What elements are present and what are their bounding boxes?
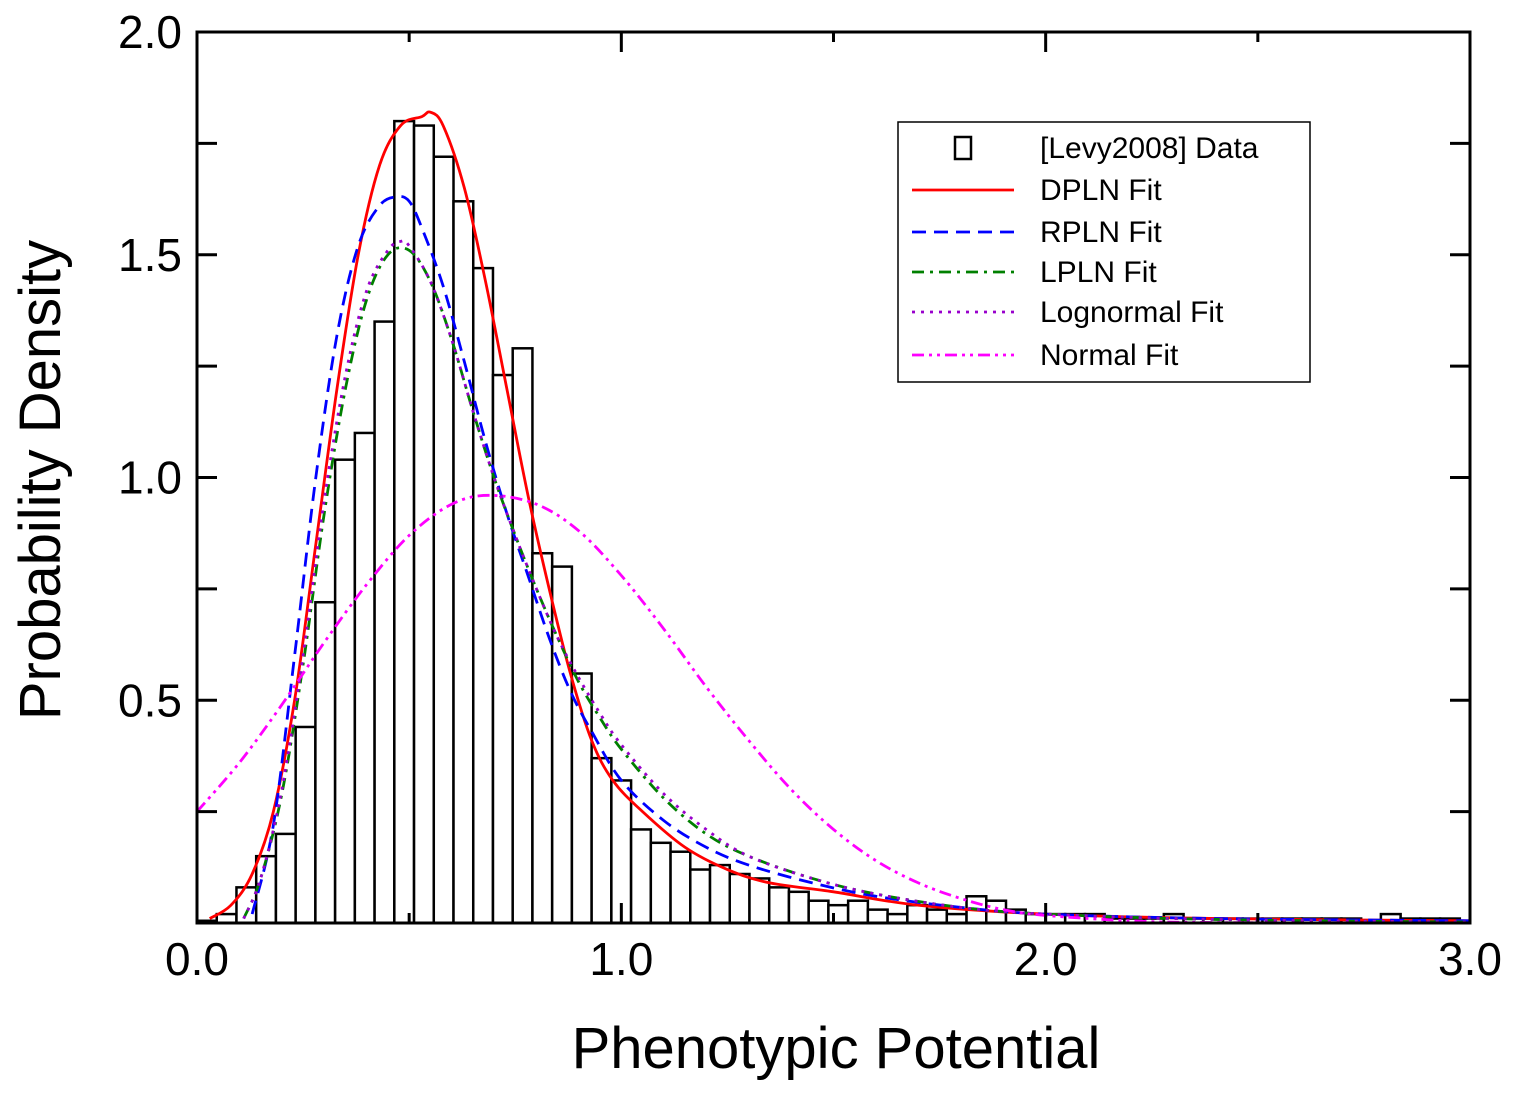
- x-tick-label: 2.0: [1014, 933, 1078, 985]
- histogram-bar: [491, 373, 514, 925]
- legend-label: [Levy2008] Data: [1040, 132, 1259, 165]
- y-tick-label: 1.0: [118, 452, 182, 504]
- histogram-bar: [373, 320, 396, 925]
- legend-items: [Levy2008] Data DPLN Fit RPLN Fit LPLN Fit L…: [912, 132, 1259, 372]
- histogram-bar: [629, 828, 653, 925]
- histogram-bar: [452, 200, 475, 925]
- histogram-bar: [708, 863, 732, 925]
- histogram-bar: [925, 908, 949, 925]
- histogram-bar: [393, 119, 416, 925]
- histogram-bar: [471, 266, 495, 925]
- histogram-bar: [610, 779, 633, 925]
- y-axis-title: Probability Density: [8, 240, 73, 720]
- histogram-bar: [767, 886, 791, 925]
- y-tick-label: 1.5: [118, 229, 182, 281]
- legend-label: RPLN Fit: [1040, 216, 1162, 249]
- histogram-bar: [748, 877, 771, 925]
- y-tick-label: 0.5: [118, 674, 182, 726]
- histogram-bar: [807, 899, 830, 925]
- legend-box: [897, 121, 1311, 383]
- legend: [Levy2008] Data DPLN Fit RPLN Fit LPLN Fit L…: [897, 121, 1311, 383]
- x-tick-label: 1.0: [589, 933, 653, 985]
- histogram-bar: [294, 725, 317, 925]
- histogram-bar: [590, 756, 613, 925]
- histogram-bar: [846, 899, 870, 925]
- histogram-bar: [353, 431, 376, 925]
- legend-marker-data: [953, 135, 973, 161]
- histogram-bar: [906, 903, 929, 925]
- histogram-bar: [531, 551, 554, 925]
- x-axis-title: Phenotypic Potential: [572, 1016, 1101, 1081]
- legend-label: DPLN Fit: [1040, 174, 1162, 207]
- histogram-bar: [728, 872, 751, 925]
- y-tick-label: 2.0: [118, 6, 182, 58]
- histogram-bar: [866, 908, 889, 925]
- legend-label: Lognormal Fit: [1040, 296, 1224, 329]
- histogram-bar: [649, 841, 672, 925]
- histogram-bar: [333, 458, 357, 925]
- legend-label: Normal Fit: [1040, 339, 1179, 372]
- histogram-bar: [787, 890, 810, 925]
- legend-label: LPLN Fit: [1040, 256, 1157, 289]
- axis-ticks: [195, 32, 1472, 923]
- lognormal-fit-curve: [242, 239, 1471, 924]
- lpln-fit-curve: [242, 246, 1471, 924]
- histogram-bar: [274, 832, 297, 925]
- histogram-bar: [689, 868, 712, 925]
- x-tick-label: 3.0: [1438, 933, 1502, 985]
- histogram-bar: [669, 850, 692, 925]
- histogram-bar: [432, 155, 455, 925]
- tick-labels: 0.0 1.0 2.0 3.0 0.5 1.0 1.5 2.0: [118, 6, 1502, 985]
- x-tick-label: 0.0: [165, 933, 229, 985]
- histogram-bar: [550, 565, 574, 925]
- dpln-fit-curve: [208, 110, 1471, 923]
- histogram-bar: [827, 903, 850, 925]
